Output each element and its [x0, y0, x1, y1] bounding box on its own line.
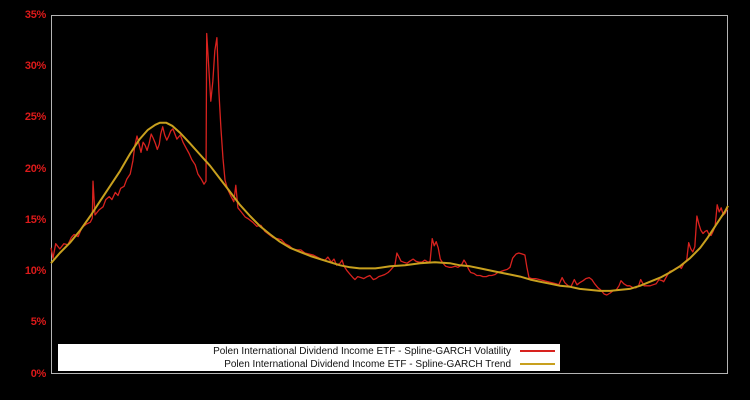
y-axis-label-30: 30% [24, 60, 46, 72]
legend-label-volatility: Polen International Dividend Income ETF … [213, 345, 511, 357]
legend-label-trend: Polen International Dividend Income ETF … [224, 358, 511, 370]
plot-frame [51, 15, 728, 374]
y-axis-label-35: 35% [24, 9, 46, 21]
y-axis-label-5: 5% [30, 316, 47, 328]
y-axis-label-25: 25% [24, 111, 46, 123]
legend-swatch-trend-line [520, 363, 555, 365]
y-axis-label-15: 15% [24, 214, 46, 226]
legend-swatch-volatility-line [520, 350, 555, 352]
legend-item-volatility: Polen International Dividend Income ETF … [58, 345, 555, 357]
legend: Polen International Dividend Income ETF … [58, 344, 560, 371]
y-axis-label-10: 10% [24, 265, 46, 277]
y-axis-label-0: 0% [30, 368, 47, 380]
y-axis-label-20: 20% [24, 163, 46, 175]
series-volatility [50, 32, 729, 296]
series-trend [50, 121, 729, 292]
legend-item-trend: Polen International Dividend Income ETF … [58, 358, 555, 370]
